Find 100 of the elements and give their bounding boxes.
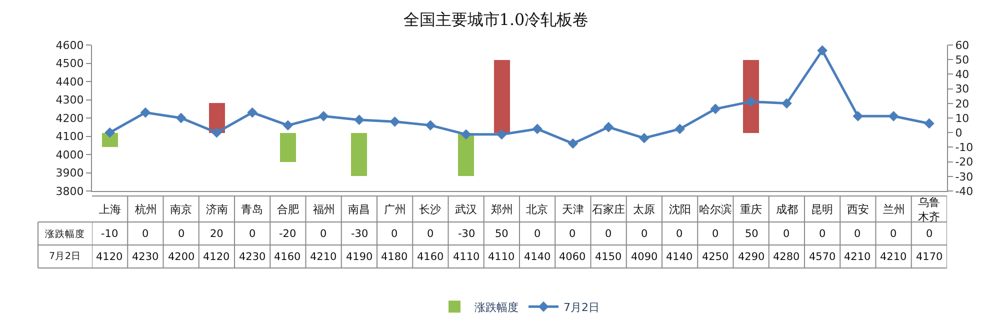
y2-tick-label: -20 [955, 156, 974, 169]
y-tick-label: 4500 [56, 57, 84, 70]
data-label: 4160 [417, 251, 444, 263]
x-tick-label: 成都 [776, 203, 798, 216]
data-label: 0 [427, 228, 434, 240]
data-label: 4120 [96, 251, 123, 263]
y2-tick-label: 10 [955, 112, 970, 125]
data-label: -30 [351, 228, 368, 240]
x-tick-label: 合肥 [277, 203, 299, 216]
x-tick-label: 杭州 [134, 203, 157, 216]
x-tick-label: 乌鲁木齐 [918, 196, 940, 224]
point [674, 124, 686, 134]
chart-title: 全国主要城市1.0冷轧板卷 [403, 10, 589, 30]
bar [280, 133, 296, 162]
point [888, 110, 899, 122]
y-tick-label: 3900 [56, 166, 84, 180]
data-label: 4280 [773, 251, 800, 263]
point [176, 112, 186, 124]
data-label: 4200 [168, 251, 195, 263]
x-tick-label: 石家庄 [592, 203, 625, 216]
point [496, 129, 507, 140]
x-tick-label: 郑州 [491, 203, 513, 216]
x-tick-label: 重庆 [740, 203, 762, 216]
legend-label: 涨跌幅度 [474, 300, 518, 314]
point [318, 110, 329, 122]
data-label: 4090 [631, 251, 658, 263]
data-label: 4060 [559, 251, 586, 263]
point [852, 110, 864, 122]
x-tick-label: 青岛 [241, 203, 263, 216]
data-label: 0 [676, 228, 683, 240]
y2-tick-label: -30 [955, 170, 974, 184]
point [425, 120, 436, 130]
data-label: 4150 [595, 251, 622, 263]
data-label: -10 [101, 228, 118, 240]
data-label: 4210 [844, 251, 871, 263]
data-label: 4180 [381, 251, 408, 263]
data-label: 50 [745, 228, 758, 240]
x-tick-label: 太原 [633, 203, 655, 216]
point [460, 129, 472, 140]
data-label: 0 [854, 228, 861, 240]
x-tick-label: 西安 [847, 203, 869, 216]
data-label: 4170 [916, 251, 943, 263]
legend-label: 7月2日 [564, 300, 600, 314]
x-tick-label: 上海 [99, 203, 121, 216]
y2-tick-label: 0 [955, 126, 962, 140]
y2-tick-label: -40 [955, 184, 974, 198]
point [354, 114, 364, 126]
data-label: 0 [391, 228, 398, 240]
data-label: 0 [142, 228, 149, 240]
data-label: 0 [569, 228, 576, 240]
data-label: 0 [890, 228, 897, 240]
data-label: 0 [712, 228, 719, 240]
data-label: 0 [249, 228, 256, 240]
data-label: 4120 [203, 251, 230, 263]
y2-tick-label: 30 [955, 82, 970, 96]
x-tick-label: 济南 [206, 203, 228, 216]
point [746, 96, 756, 107]
x-tick-label: 武汉 [455, 203, 477, 216]
point [104, 127, 116, 138]
y2-tick-label: 40 [955, 68, 970, 82]
data-label: 4570 [809, 251, 836, 263]
point [817, 45, 828, 56]
point [781, 98, 792, 109]
point [603, 122, 614, 132]
bar [458, 133, 474, 176]
x-tick-label: 福州 [313, 203, 335, 216]
bar [743, 60, 759, 133]
point [140, 107, 151, 118]
x-tick-label: 昆明 [811, 203, 833, 216]
data-label: 0 [926, 228, 933, 240]
point [710, 104, 721, 114]
data-label: 4230 [239, 251, 266, 263]
y-tick-label: 4100 [56, 130, 84, 144]
data-label: 4110 [488, 251, 515, 263]
x-tick-label: 哈尔滨 [699, 203, 732, 216]
x-tick-label: 长沙 [419, 203, 441, 216]
data-label: 4140 [666, 251, 693, 263]
y2-tick-label: 60 [955, 38, 970, 52]
data-label: 0 [178, 228, 185, 240]
data-label: 4140 [524, 251, 551, 263]
x-tick-label: 广州 [384, 203, 406, 216]
text: 7月2日 [49, 251, 82, 262]
data-label: 0 [819, 228, 826, 240]
data-label: -20 [279, 228, 296, 240]
data-label: 4110 [453, 251, 480, 263]
y-tick-label: 3800 [56, 184, 84, 198]
point [568, 138, 578, 149]
point [390, 116, 400, 127]
x-tick-label: 北京 [526, 203, 548, 216]
y2-tick-label: 50 [955, 53, 970, 66]
y2-tick-label: 20 [955, 97, 970, 110]
point [924, 118, 934, 129]
data-label: 0 [783, 228, 790, 240]
y-tick-label: 4000 [56, 148, 84, 162]
data-label: 0 [320, 228, 327, 240]
x-tick-label: 沈阳 [669, 203, 691, 216]
y-tick-label: 4300 [56, 94, 84, 107]
y2-tick-label: -10 [955, 141, 974, 154]
text: 涨跌幅度 [45, 229, 85, 240]
point [211, 127, 222, 138]
